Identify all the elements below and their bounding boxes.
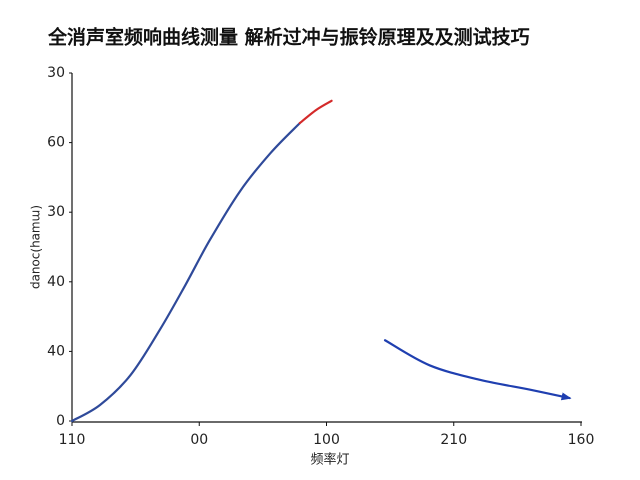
y-tick-label: 40 <box>47 274 65 290</box>
y-axis-label: (mɯɐɥ)ɔouɐp <box>30 205 44 289</box>
y-tick-label: 30 <box>47 65 65 81</box>
chart-title: 全消声室频响曲线测量 解析过冲与振铃原理及及测试技巧 <box>47 26 530 49</box>
x-tick-label: 100 <box>313 432 340 448</box>
x-tick-label: 210 <box>440 432 467 448</box>
x-axis-label: 频率灯 <box>310 452 349 468</box>
y-tick-label: 60 <box>47 135 65 151</box>
y-tick-label: 30 <box>47 204 65 220</box>
data-line <box>70 122 301 423</box>
x-tick-label: 00 <box>190 432 208 448</box>
data-line <box>383 339 572 401</box>
data-line <box>298 99 333 125</box>
x-tick-label: 160 <box>568 432 595 448</box>
y-tick-label: 40 <box>47 343 65 359</box>
x-tick-label: 110 <box>59 432 86 448</box>
y-tick-label: 0 <box>56 413 65 429</box>
